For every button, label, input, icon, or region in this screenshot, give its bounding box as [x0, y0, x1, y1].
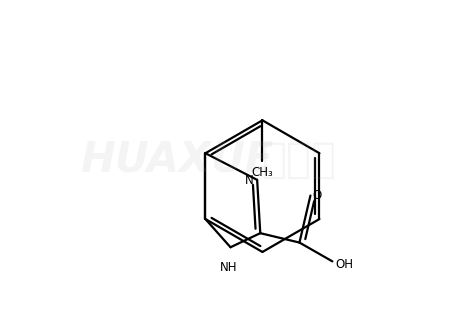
Text: NH: NH — [220, 261, 238, 274]
Text: O: O — [313, 189, 322, 202]
Text: HUAXUE: HUAXUE — [80, 138, 273, 181]
Text: OH: OH — [336, 258, 354, 271]
Text: N: N — [245, 174, 254, 187]
Text: CH₃: CH₃ — [252, 166, 273, 179]
Text: 化学加: 化学加 — [262, 138, 337, 181]
